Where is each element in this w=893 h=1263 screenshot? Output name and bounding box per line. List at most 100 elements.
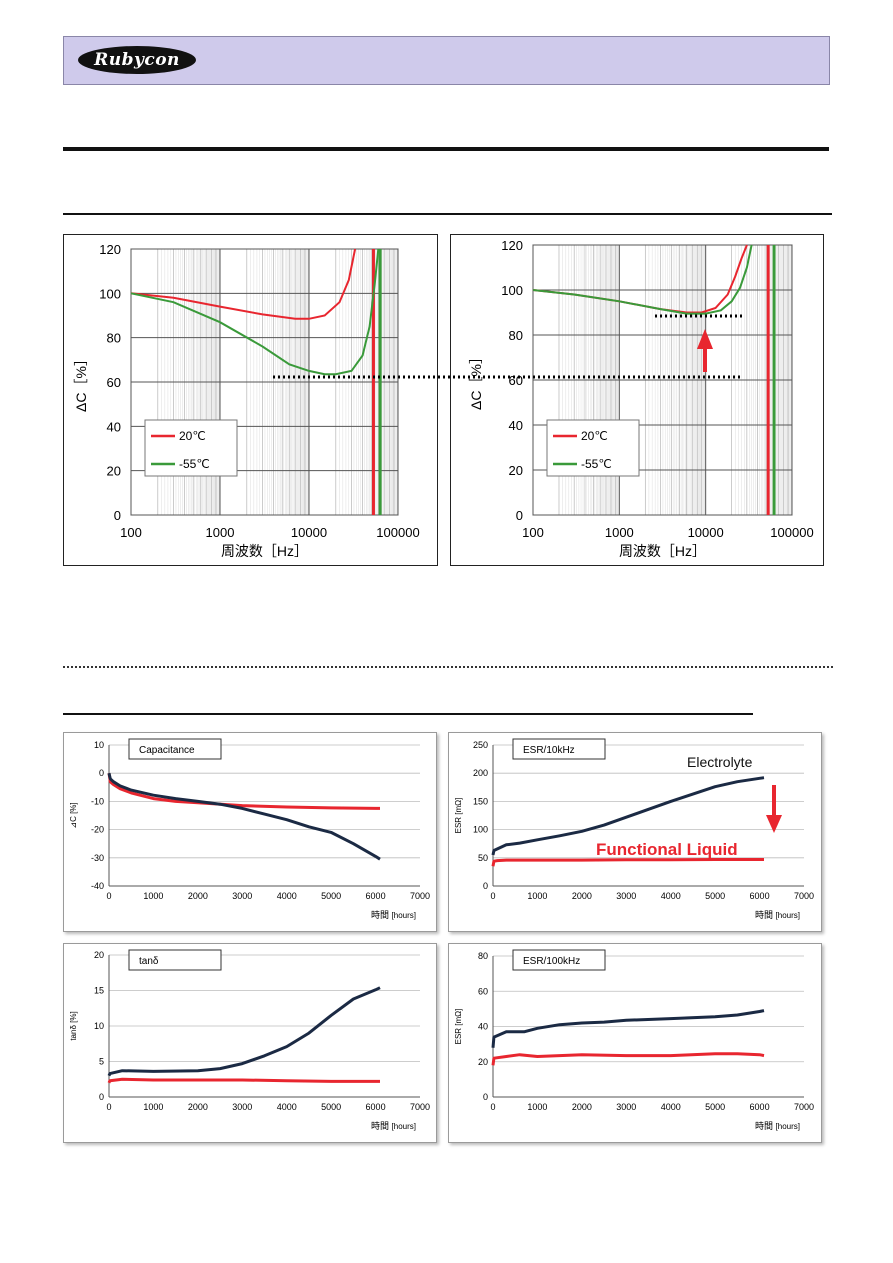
- x-axis-label-unit: [hours]: [776, 1122, 800, 1131]
- y-tick-label: 100: [473, 825, 488, 835]
- y-tick-label: 60: [478, 986, 488, 996]
- x-tick-label: 10000: [688, 525, 724, 540]
- chart-panel-esr10k: 0 50 100 150 200 250 0 1000 2000 3000 4000 5000 6000…: [448, 732, 822, 932]
- y-tick-label: 0: [99, 1092, 104, 1102]
- series-line: [107, 772, 380, 810]
- x-tick-label: 3000: [232, 891, 252, 901]
- y-tick-label: 40: [107, 419, 121, 434]
- series-line: [491, 776, 765, 856]
- y-axis-label: tanδ [%]: [69, 1011, 78, 1040]
- x-tick-label: 6000: [750, 891, 770, 901]
- x-tick-label: 6000: [366, 891, 386, 901]
- series-line: [130, 248, 380, 376]
- chart-panel-esr100k: 0 20 40 60 80 0 1000 2000 3000 4000 5000 6000 7000 ES…: [448, 943, 822, 1143]
- x-tick-label: 2000: [188, 1102, 208, 1112]
- y-tick-label: 40: [509, 418, 523, 433]
- x-tick-label: 10000: [291, 525, 327, 540]
- chart-title-box: [128, 949, 222, 971]
- y-tick-label: 20: [478, 1057, 488, 1067]
- chart-title: ESR/10kHz: [523, 745, 575, 756]
- x-tick-label: 100000: [376, 525, 419, 540]
- x-tick-label: 100000: [770, 525, 813, 540]
- series-line: [532, 244, 753, 315]
- x-tick-label: 0: [490, 891, 495, 901]
- y-tick-label: 80: [478, 951, 488, 961]
- y-tick-label: 100: [99, 286, 121, 301]
- y-tick-label: 0: [99, 768, 104, 778]
- annotation-functional-liquid: Functional Liquid: [596, 840, 738, 859]
- y-tick-label: 0: [516, 508, 523, 523]
- x-axis-label-unit: [hours]: [392, 911, 416, 920]
- chart-title-box: [512, 738, 606, 760]
- x-tick-label: 3000: [232, 1102, 252, 1112]
- x-tick-label: 7000: [794, 891, 814, 901]
- x-tick-label: 5000: [705, 891, 725, 901]
- dotted-separator: [63, 666, 833, 668]
- legend-label: 20℃: [581, 429, 608, 443]
- y-tick-label: 120: [501, 238, 523, 253]
- y-tick-label: -40: [91, 881, 104, 891]
- x-tick-label: 4000: [277, 891, 297, 901]
- x-axis-label: 周波数［Hz］: [619, 543, 706, 559]
- y-tick-label: -10: [91, 796, 104, 806]
- chart-title-box: [512, 949, 606, 971]
- tand-chart: 0 5 10 15 20 0 1000 2000 3000 4000 5000 6000 7000 tan…: [69, 949, 430, 1131]
- x-tick-label: 3000: [616, 891, 636, 901]
- series-line: [491, 1052, 765, 1066]
- x-axis-label: 周波数［Hz］: [221, 543, 308, 559]
- y-tick-label: 120: [99, 242, 121, 257]
- x-tick-label: 5000: [321, 891, 341, 901]
- y-tick-label: 0: [483, 1092, 488, 1102]
- y-tick-label: 60: [107, 375, 121, 390]
- x-tick-label: 5000: [321, 1102, 341, 1112]
- series-line: [130, 248, 357, 320]
- x-tick-label: 2000: [188, 891, 208, 901]
- x-axis-label: 時間 [hours]: [755, 910, 800, 920]
- chart-title: ESR/100kHz: [523, 956, 580, 967]
- series-line: [107, 986, 381, 1077]
- y-tick-label: 80: [509, 328, 523, 343]
- series-line: [491, 858, 764, 867]
- x-tick-label: 1000: [605, 525, 634, 540]
- annotation-electrolyte: Electrolyte: [687, 754, 753, 770]
- y-axis-label: ESR [mΩ]: [454, 798, 463, 834]
- section-rule-1: [63, 213, 832, 215]
- x-axis-label: 時間 [hours]: [371, 910, 416, 920]
- x-axis-label-main: 時間: [371, 910, 392, 920]
- y-axis-label: ΔC［%］: [468, 350, 484, 410]
- y-tick-label: 10: [94, 740, 104, 750]
- y-tick-label: 50: [478, 853, 488, 863]
- x-tick-label: 100: [120, 525, 142, 540]
- freq-left-chart: 100 1000 10000 100000 0 20 40 60 80 100 120 周波数［Hz］…: [73, 242, 420, 559]
- x-tick-label: 7000: [794, 1102, 814, 1112]
- y-tick-label: 100: [501, 283, 523, 298]
- x-tick-label: 1000: [527, 891, 547, 901]
- x-tick-label: 7000: [410, 891, 430, 901]
- logo-text: Rubycon: [94, 50, 180, 70]
- legend-label: 20℃: [179, 429, 206, 443]
- x-tick-label: 4000: [661, 891, 681, 901]
- rubycon-logo: Rubycon: [78, 46, 196, 74]
- x-tick-label: 2000: [572, 891, 592, 901]
- y-axis-label: ΔC［%］: [73, 352, 89, 412]
- esr100k-chart: 0 20 40 60 80 0 1000 2000 3000 4000 5000 6000 7000 ES…: [454, 949, 814, 1131]
- chart-title-box: [128, 738, 222, 760]
- y-tick-label: 80: [107, 331, 121, 346]
- y-tick-label: 15: [94, 986, 104, 996]
- section-rule-thick: [63, 147, 829, 151]
- x-tick-label: 0: [490, 1102, 495, 1112]
- chart-panel-tand: 0 5 10 15 20 0 1000 2000 3000 4000 5000 6000 7000 tan…: [63, 943, 437, 1143]
- y-tick-label: 20: [94, 950, 104, 960]
- header-banner: Rubycon: [63, 36, 830, 85]
- x-tick-label: 4000: [661, 1102, 681, 1112]
- x-tick-label: 1000: [206, 525, 235, 540]
- y-tick-label: 10: [94, 1021, 104, 1031]
- x-axis-label: 時間 [hours]: [755, 1121, 800, 1131]
- x-axis-label-main: 時間: [755, 1121, 776, 1131]
- y-tick-label: 250: [473, 740, 488, 750]
- x-tick-label: 5000: [705, 1102, 725, 1112]
- legend-label: -55℃: [581, 457, 612, 471]
- x-tick-label: 3000: [616, 1102, 636, 1112]
- x-tick-label: 0: [106, 891, 111, 901]
- series-line: [491, 1009, 765, 1048]
